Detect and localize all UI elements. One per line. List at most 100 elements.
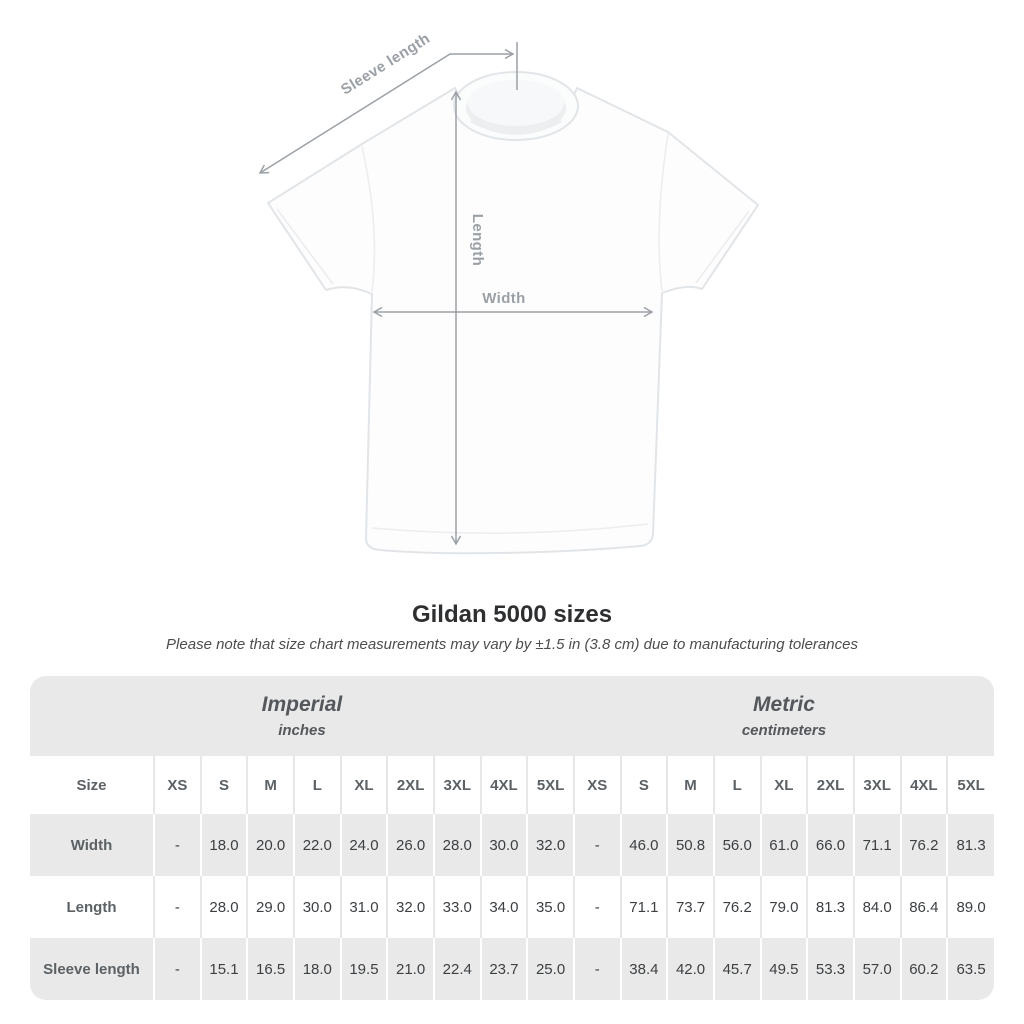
page-title: Gildan 5000 sizes xyxy=(411,601,613,628)
imperial-group-header: Imperial inches xyxy=(30,676,574,756)
value-cell: 24.0 xyxy=(339,814,388,876)
metric-group-unit: centimeters xyxy=(741,722,827,739)
value-cell: 30.0 xyxy=(292,876,341,938)
table-row-width: Width - 18.0 20.0 22.0 24.0 26.0 28.0 30… xyxy=(30,814,994,876)
metric-group-header: Metric centimeters xyxy=(573,676,994,756)
value-cell: 46.0 xyxy=(619,814,668,876)
value-cell: - xyxy=(153,876,201,938)
row-label: Length xyxy=(30,876,154,938)
width-label: Width xyxy=(482,290,526,307)
value-cell: 30.0 xyxy=(479,814,528,876)
size-header-cell: 2XL xyxy=(386,756,434,814)
value-cell: 18.0 xyxy=(292,938,341,1000)
value-cell: 18.0 xyxy=(199,814,248,876)
size-header-cell: 5XL xyxy=(946,756,994,814)
row-label: Sleeve length xyxy=(30,938,154,1000)
size-column-header: Size xyxy=(30,756,154,814)
size-header-cell: L xyxy=(712,756,761,814)
value-cell: 31.0 xyxy=(339,876,388,938)
table-row-sleeve-length: Sleeve length - 15.1 16.5 18.0 19.5 21.0… xyxy=(30,938,994,1000)
size-header-cell: 2XL xyxy=(806,756,854,814)
size-header-cell: 3XL xyxy=(852,756,901,814)
value-cell: 42.0 xyxy=(666,938,714,1000)
value-cell: 84.0 xyxy=(852,876,901,938)
table-row-length: Length - 28.0 29.0 30.0 31.0 32.0 33.0 3… xyxy=(30,876,994,938)
value-cell: 33.0 xyxy=(432,876,481,938)
size-header-cell: XL xyxy=(339,756,388,814)
metric-group-name: Metric xyxy=(753,693,815,716)
sleeve-length-label: Sleeve length xyxy=(338,30,433,99)
collar-back xyxy=(468,80,564,126)
value-cell: 61.0 xyxy=(759,814,808,876)
value-cell: 21.0 xyxy=(386,938,434,1000)
value-cell: 22.0 xyxy=(292,814,341,876)
value-cell: 63.5 xyxy=(946,938,994,1000)
value-cell: 81.3 xyxy=(806,876,854,938)
hem-stitch xyxy=(371,523,649,534)
value-cell: 81.3 xyxy=(946,814,994,876)
value-cell: 16.5 xyxy=(246,938,294,1000)
value-cell: 20.0 xyxy=(246,814,294,876)
value-cell: 49.5 xyxy=(759,938,808,1000)
right-sleeve-seam xyxy=(658,133,669,292)
unit-band-row: Imperial inches Metric centimeters xyxy=(30,676,994,756)
value-cell: 66.0 xyxy=(806,814,854,876)
value-cell: 71.1 xyxy=(619,876,668,938)
value-cell: 22.4 xyxy=(432,938,481,1000)
tshirt-diagram: Sleeve length Length Width xyxy=(258,30,759,555)
tolerance-note: Please note that size chart measurements… xyxy=(166,636,858,653)
value-cell: 73.7 xyxy=(666,876,714,938)
tshirt-body xyxy=(267,87,759,555)
value-cell: - xyxy=(572,938,621,1000)
size-header-cell: S xyxy=(199,756,248,814)
imperial-group-name: Imperial xyxy=(261,693,343,716)
value-cell: 89.0 xyxy=(946,876,994,938)
value-cell: 53.3 xyxy=(806,938,854,1000)
value-cell: 45.7 xyxy=(712,938,761,1000)
value-cell: 32.0 xyxy=(386,876,434,938)
value-cell: 19.5 xyxy=(339,938,388,1000)
value-cell: 28.0 xyxy=(432,814,481,876)
value-cell: 34.0 xyxy=(479,876,528,938)
size-header-cell: XS xyxy=(153,756,201,814)
value-cell: 35.0 xyxy=(526,876,574,938)
imperial-group-unit: inches xyxy=(278,722,326,739)
value-cell: 32.0 xyxy=(526,814,574,876)
value-cell: - xyxy=(153,814,201,876)
value-cell: 50.8 xyxy=(666,814,714,876)
size-header-cell: M xyxy=(666,756,714,814)
value-cell: 57.0 xyxy=(852,938,901,1000)
value-cell: - xyxy=(153,938,201,1000)
value-cell: 15.1 xyxy=(199,938,248,1000)
size-header-cell: L xyxy=(292,756,341,814)
value-cell: 79.0 xyxy=(759,876,808,938)
value-cell: 23.7 xyxy=(479,938,528,1000)
value-cell: 86.4 xyxy=(899,876,948,938)
value-cell: 26.0 xyxy=(386,814,434,876)
size-header-cell: S xyxy=(619,756,668,814)
length-label: Length xyxy=(469,214,486,266)
left-cuff-stitch xyxy=(276,208,334,285)
size-header-cell: M xyxy=(246,756,294,814)
value-cell: 56.0 xyxy=(712,814,761,876)
right-cuff-stitch xyxy=(695,210,750,284)
value-cell: 60.2 xyxy=(899,938,948,1000)
size-header-cell: XL xyxy=(759,756,808,814)
value-cell: 71.1 xyxy=(852,814,901,876)
value-cell: 25.0 xyxy=(526,938,574,1000)
size-header-cell: 3XL xyxy=(432,756,481,814)
size-header-cell: 4XL xyxy=(479,756,528,814)
value-cell: 76.2 xyxy=(899,814,948,876)
value-cell: 38.4 xyxy=(619,938,668,1000)
value-cell: - xyxy=(572,814,621,876)
sleeve-length-arrow xyxy=(258,48,515,174)
value-cell: 28.0 xyxy=(199,876,248,938)
size-table: Imperial inches Metric centimeters Size … xyxy=(30,676,994,1000)
value-cell: 76.2 xyxy=(712,876,761,938)
size-header-row: Size XS S M L XL 2XL 3XL 4XL 5XL XS S M … xyxy=(30,756,994,814)
size-header-cell: 4XL xyxy=(899,756,948,814)
value-cell: 29.0 xyxy=(246,876,294,938)
size-header-cell: XS xyxy=(572,756,621,814)
size-header-cell: 5XL xyxy=(526,756,574,814)
